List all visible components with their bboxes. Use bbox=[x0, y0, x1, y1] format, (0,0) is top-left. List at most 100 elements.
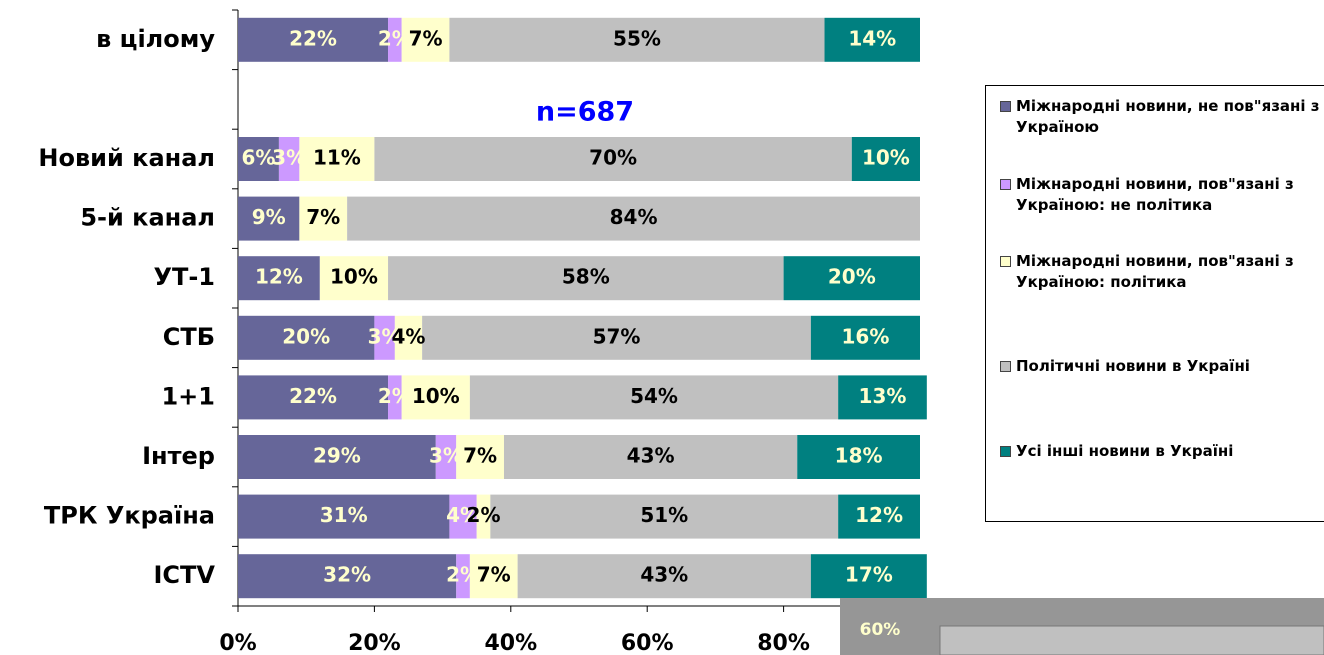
bar-segment bbox=[469, 554, 518, 599]
bar-segment bbox=[238, 196, 300, 241]
data-label: 7% bbox=[306, 205, 340, 229]
bar-segment bbox=[783, 256, 920, 301]
x-tick-label: 60% bbox=[621, 631, 674, 655]
bar-segment bbox=[810, 315, 920, 360]
data-label: 11% bbox=[313, 146, 361, 170]
data-label: 4% bbox=[392, 324, 426, 348]
bar-segment bbox=[517, 554, 811, 599]
bar-segment bbox=[278, 137, 300, 181]
data-label: 3% bbox=[272, 146, 306, 170]
bar-segment bbox=[503, 435, 798, 479]
data-label: 31% bbox=[320, 503, 368, 527]
bar-segment bbox=[435, 435, 457, 479]
data-label: 2% bbox=[467, 503, 501, 527]
data-label: 17% bbox=[845, 563, 893, 587]
data-label: 10% bbox=[330, 265, 378, 289]
bar-segment bbox=[238, 315, 375, 360]
data-label: 9% bbox=[252, 205, 286, 229]
category-label: СТБ bbox=[163, 323, 215, 351]
bar-segment bbox=[374, 137, 852, 181]
data-label: 29% bbox=[313, 444, 361, 468]
data-label: 14% bbox=[848, 26, 896, 50]
data-label: 84% bbox=[610, 205, 658, 229]
data-label: 12% bbox=[855, 503, 903, 527]
data-label: 70% bbox=[589, 146, 637, 170]
overlay-inner bbox=[939, 625, 1324, 655]
category-label: ТРК Україна bbox=[44, 502, 215, 530]
bar-segment bbox=[401, 375, 470, 420]
bar-segment bbox=[449, 494, 477, 539]
data-label: 54% bbox=[630, 384, 678, 408]
bar-segment bbox=[838, 494, 920, 539]
bar-segment bbox=[299, 196, 348, 241]
bar-segment bbox=[238, 435, 436, 479]
overlay-label: 60% bbox=[860, 620, 901, 640]
legend-swatch bbox=[1000, 446, 1011, 457]
bar-segment bbox=[838, 375, 927, 420]
data-label: 6% bbox=[241, 146, 275, 170]
data-label: 7% bbox=[409, 26, 443, 50]
category-label: Інтер bbox=[142, 442, 215, 470]
bar-segment bbox=[490, 494, 839, 539]
bar-segment bbox=[238, 375, 389, 420]
data-label: 22% bbox=[289, 26, 337, 50]
legend-label: Усі інші новини в Україні bbox=[1016, 442, 1234, 460]
data-label: 32% bbox=[323, 563, 371, 587]
sample-size: n=687 bbox=[536, 97, 634, 128]
bar-segment bbox=[388, 256, 784, 301]
legend: Міжнародні новини, не пов"язані з Україн… bbox=[985, 85, 1324, 522]
category-label: в цілому bbox=[96, 25, 215, 53]
bar-segment bbox=[469, 375, 839, 420]
bar-segment bbox=[238, 494, 450, 539]
category-label: 5-й канал bbox=[80, 204, 215, 232]
legend-label: Міжнародні новини, не пов"язані з Україн… bbox=[1016, 97, 1320, 136]
data-label: 43% bbox=[627, 444, 675, 468]
bar-segment bbox=[238, 554, 457, 599]
x-tick-label: 0% bbox=[219, 631, 256, 655]
bar-segment bbox=[449, 17, 825, 62]
legend-label: Міжнародні новини, пов"язані з Україною:… bbox=[1016, 175, 1294, 214]
bar-segment bbox=[238, 256, 320, 301]
legend-swatch bbox=[1000, 361, 1011, 372]
legend-label: Міжнародні новини, пов"язані з Україною:… bbox=[1016, 252, 1294, 291]
bar-segment bbox=[388, 17, 402, 62]
bar-segment bbox=[374, 315, 395, 360]
legend-item: Міжнародні новини, пов"язані з Україною:… bbox=[1000, 251, 1322, 293]
x-tick-label: 80% bbox=[757, 631, 810, 655]
data-label: 16% bbox=[842, 324, 890, 348]
data-label: 22% bbox=[289, 384, 337, 408]
data-label: 3% bbox=[368, 324, 402, 348]
bar-segment bbox=[851, 137, 920, 181]
data-label: 57% bbox=[593, 324, 641, 348]
bar-segment bbox=[319, 256, 389, 301]
bar-segment bbox=[456, 554, 470, 599]
category-label: 1+1 bbox=[161, 382, 215, 410]
bar-segment bbox=[476, 494, 491, 539]
legend-swatch bbox=[1000, 256, 1011, 267]
data-label: 2% bbox=[446, 563, 480, 587]
bar-segment bbox=[394, 315, 423, 360]
bar-segment bbox=[797, 435, 920, 479]
data-label: 55% bbox=[613, 26, 661, 50]
bar-segment bbox=[388, 375, 402, 420]
bar-segment bbox=[347, 196, 920, 241]
bar-segment bbox=[299, 137, 375, 181]
bar-segment bbox=[810, 554, 927, 599]
legend-swatch bbox=[1000, 179, 1011, 190]
legend-item: Усі інші новини в Україні bbox=[1000, 441, 1322, 462]
category-label: Новий канал bbox=[38, 144, 215, 172]
category-label: ICTV bbox=[154, 561, 216, 589]
data-label: 43% bbox=[640, 563, 688, 587]
bar-segment bbox=[238, 17, 389, 62]
legend-swatch bbox=[1000, 101, 1011, 112]
data-label: 51% bbox=[640, 503, 688, 527]
data-label: 7% bbox=[477, 563, 511, 587]
data-label: 13% bbox=[859, 384, 907, 408]
data-label: 2% bbox=[378, 384, 412, 408]
legend-item: Політичні новини в Україні bbox=[1000, 356, 1322, 377]
data-label: 10% bbox=[412, 384, 460, 408]
data-label: 7% bbox=[463, 444, 497, 468]
data-label: 3% bbox=[429, 444, 463, 468]
bar-segment bbox=[238, 137, 279, 181]
